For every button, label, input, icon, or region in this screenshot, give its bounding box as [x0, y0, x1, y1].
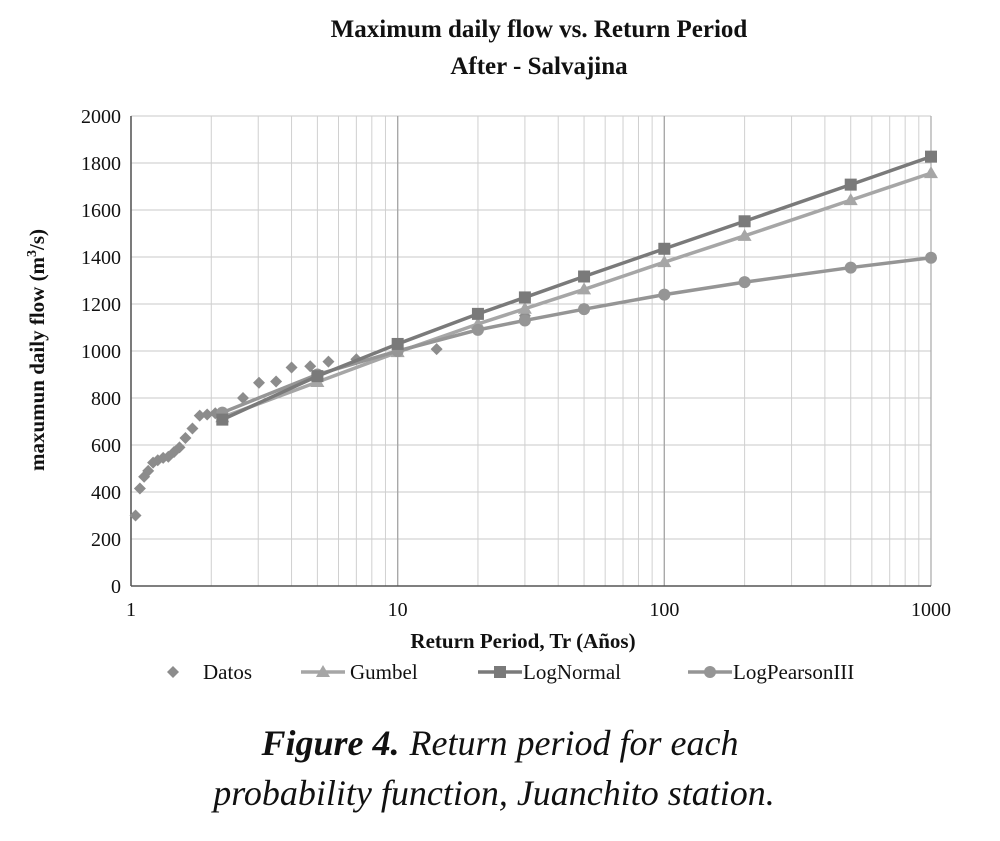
x-axis-label: Return Period, Tr (Años) [410, 629, 635, 653]
x-tick-label: 10 [388, 599, 408, 621]
series-gumbel [215, 166, 938, 423]
legend-label-datos: Datos [203, 660, 252, 684]
series-logpearsoniii [216, 251, 937, 419]
figure-caption-label: Figure 4. [261, 723, 400, 763]
legend: Datos Gumbel LogNormal LogPearsonIII [167, 660, 854, 684]
y-axis-label-end: /s) [25, 229, 49, 251]
data-point-datos [142, 464, 155, 477]
data-point-datos [193, 409, 206, 422]
y-tick-label: 1000 [81, 341, 121, 363]
series-line-gumbel [221, 171, 932, 419]
y-tick-label: 600 [91, 435, 121, 457]
data-point-gumbel [737, 228, 752, 241]
data-point-gumbel [843, 193, 858, 206]
series-line-logpearsoniii [221, 255, 932, 415]
figure-caption-text: Return period for each [409, 723, 739, 763]
data-point-logpearsoniii [471, 323, 484, 336]
data-point-logpearsoniii [844, 261, 857, 274]
series-line-lognormal [221, 155, 932, 422]
legend-item-datos: Datos [167, 660, 252, 684]
data-point-logpearsoniii [518, 314, 531, 327]
y-tick-label: 200 [91, 529, 121, 551]
data-point-gumbel [924, 166, 938, 179]
data-point-logpearsoniii [578, 303, 591, 316]
data-point-lognormal [311, 370, 324, 383]
legend-marker-datos [167, 666, 179, 678]
data-point-datos [270, 375, 283, 388]
y-tick-label: 400 [91, 482, 121, 504]
y-tick-labels: 0 200 400 600 800 1000 1200 1400 1600 1800 2000 [81, 106, 121, 598]
gridlines [130, 115, 932, 587]
legend-item-gumbel: Gumbel [301, 660, 418, 684]
data-point-datos [322, 355, 335, 368]
data-point-datos [173, 441, 186, 454]
series-datos [129, 309, 531, 522]
data-point-datos [285, 361, 298, 374]
data-point-lognormal [738, 215, 751, 228]
data-point-datos [236, 392, 249, 404]
data-point-datos [304, 360, 317, 373]
y-tick-label: 0 [111, 576, 121, 598]
data-point-lognormal [471, 307, 484, 320]
data-point-lognormal [578, 270, 591, 283]
data-point-lognormal [216, 413, 229, 426]
chart-subtitle: After - Salvajina [450, 53, 628, 80]
data-point-lognormal [844, 178, 857, 191]
data-point-datos [201, 408, 214, 421]
y-axis-label-superscript: 3 [25, 250, 40, 257]
y-tick-label: 800 [91, 388, 121, 410]
data-point-lognormal [391, 337, 404, 350]
legend-marker-logpearsoniii [704, 666, 716, 678]
x-tick-label: 100 [649, 599, 679, 621]
data-point-gumbel [517, 301, 532, 314]
data-point-datos [179, 431, 192, 444]
legend-label-gumbel: Gumbel [350, 660, 418, 684]
legend-marker-lognormal [494, 666, 506, 678]
x-tick-labels: 1 10 100 1000 [126, 599, 951, 621]
data-point-lognormal [518, 291, 531, 304]
legend-label-logpearsoniii: LogPearsonIII [733, 660, 854, 684]
legend-item-lognormal: LogNormal [478, 660, 621, 684]
data-point-datos [186, 422, 199, 435]
y-tick-label: 1400 [81, 247, 121, 269]
data-point-logpearsoniii [925, 251, 937, 264]
series-lognormal [216, 150, 937, 426]
data-point-logpearsoniii [658, 288, 671, 301]
x-tick-label: 1000 [911, 599, 951, 621]
figure-caption-line2: probability function, Juanchito station. [210, 773, 775, 813]
data-point-datos [430, 343, 443, 356]
data-point-datos [133, 482, 146, 495]
axes [130, 116, 931, 587]
x-tick-label: 1 [126, 599, 136, 621]
y-tick-label: 1200 [81, 294, 121, 316]
y-tick-label: 1600 [81, 200, 121, 222]
legend-marker-gumbel [316, 665, 330, 677]
data-point-gumbel [657, 255, 672, 268]
data-point-lognormal [658, 242, 671, 255]
figure-caption-line1: Figure 4. Return period for each [261, 723, 739, 763]
data-point-gumbel [577, 282, 592, 295]
y-tick-label: 1800 [81, 153, 121, 175]
y-tick-label: 2000 [81, 106, 121, 128]
legend-label-lognormal: LogNormal [523, 660, 621, 684]
chart-title: Maximum daily flow vs. Return Period [331, 16, 748, 43]
data-point-datos [129, 509, 142, 522]
y-axis-label-main: maxumun daily flow (m [25, 256, 49, 471]
y-axis-label: maxumun daily flow (m3/s) [25, 229, 49, 471]
data-point-datos [253, 376, 266, 389]
data-point-lognormal [925, 150, 937, 163]
legend-item-logpearsoniii: LogPearsonIII [688, 660, 854, 684]
series-layer [129, 150, 938, 522]
data-point-logpearsoniii [738, 276, 751, 289]
